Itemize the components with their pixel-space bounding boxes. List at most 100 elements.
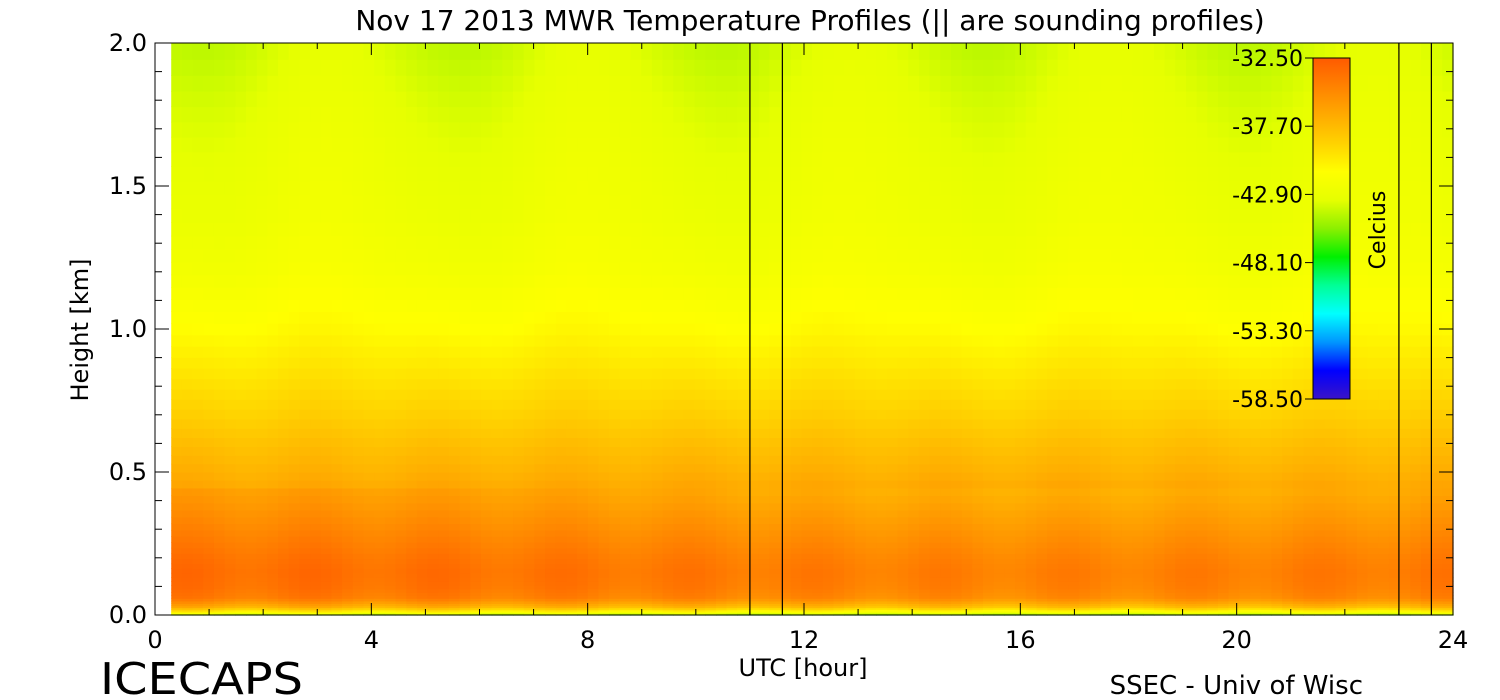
heatmap-cell: [192, 409, 204, 420]
heatmap-cell: [577, 600, 589, 604]
heatmap-cell: [609, 480, 621, 489]
heatmap-cell: [224, 261, 236, 276]
heatmap-cell: [267, 480, 279, 489]
heatmap-cell: [577, 151, 589, 167]
heatmap-cell: [331, 455, 343, 465]
heatmap-cell: [587, 334, 600, 347]
heatmap-cell: [758, 75, 770, 92]
heatmap-cell: [577, 502, 589, 511]
heatmap-cell: [662, 311, 674, 324]
heatmap-cell: [278, 613, 290, 615]
heatmap-cell: [908, 547, 920, 554]
heatmap-cell: [545, 151, 557, 167]
heatmap-cell: [619, 558, 632, 565]
heatmap-cell: [587, 607, 600, 610]
heatmap-cell: [278, 529, 290, 537]
heatmap-cell: [310, 428, 322, 439]
heatmap-cell: [748, 311, 760, 324]
heatmap-cell: [918, 409, 931, 420]
heatmap-cell: [299, 607, 311, 610]
heatmap-cell: [288, 609, 300, 612]
heatmap-cell: [203, 598, 215, 602]
heatmap-cell: [897, 600, 909, 604]
heatmap-cell: [256, 563, 268, 569]
heatmap-cell: [224, 311, 236, 324]
heatmap-cell: [876, 563, 888, 569]
heatmap-cell: [737, 235, 749, 250]
heatmap-cell: [886, 389, 899, 400]
heatmap-cell: [374, 323, 386, 336]
heatmap-cell: [897, 536, 909, 543]
heatmap-cell: [577, 495, 589, 504]
heatmap-cell: [715, 607, 728, 610]
heatmap-cell: [555, 409, 568, 420]
heatmap-cell: [427, 389, 439, 400]
heatmap-cell: [822, 446, 835, 456]
heatmap-cell: [886, 222, 899, 237]
heatmap-cell: [897, 455, 909, 465]
heatmap-cell: [780, 378, 792, 390]
heatmap-cell: [876, 121, 888, 138]
heatmap-cell: [630, 378, 642, 390]
heatmap-cell: [438, 487, 450, 497]
heatmap-cell: [577, 90, 589, 108]
heatmap-cell: [822, 592, 835, 596]
heatmap-cell: [566, 455, 578, 465]
heatmap-cell: [844, 495, 856, 504]
heatmap-cell: [416, 595, 429, 599]
heatmap-cell: [374, 378, 386, 390]
heatmap-cell: [395, 598, 407, 602]
heatmap-cell: [780, 274, 792, 288]
heatmap-cell: [235, 610, 247, 613]
heatmap-cell: [854, 547, 867, 554]
heatmap-cell: [288, 357, 300, 369]
heatmap-cell: [299, 509, 311, 518]
heatmap-cell: [886, 588, 899, 593]
heatmap-cell: [876, 600, 888, 604]
heatmap-cell: [384, 399, 397, 410]
heatmap-cell: [598, 603, 610, 607]
heatmap-cell: [171, 480, 183, 489]
heatmap-cell: [886, 509, 899, 518]
heatmap-cell: [694, 547, 706, 554]
heatmap-cell: [203, 43, 215, 60]
heatmap-cell: [748, 588, 760, 593]
heatmap-cell: [427, 59, 439, 76]
heatmap-cell: [523, 568, 535, 574]
heatmap-cell: [310, 572, 322, 578]
heatmap-cell: [213, 389, 226, 400]
heatmap-cell: [651, 367, 664, 380]
heatmap-cell: [790, 222, 803, 237]
heatmap-cell: [513, 248, 525, 263]
heatmap-cell: [395, 613, 407, 615]
heatmap-cell: [331, 299, 343, 312]
heatmap-cell: [448, 166, 461, 182]
heatmap-cell: [374, 581, 386, 586]
heatmap-cell: [192, 389, 204, 400]
heatmap-cell: [438, 577, 450, 582]
heatmap-cell: [780, 151, 792, 167]
heatmap-cell: [416, 480, 429, 489]
heatmap-cell: [502, 222, 514, 237]
heatmap-cell: [662, 480, 674, 489]
heatmap-cell: [438, 106, 450, 123]
heatmap-cell: [555, 563, 568, 569]
heatmap-cell: [342, 75, 354, 92]
heatmap-cell: [416, 558, 429, 565]
heatmap-cell: [171, 437, 183, 448]
heatmap-cell: [192, 194, 204, 210]
heatmap-cell: [192, 480, 204, 489]
heatmap-cell: [801, 75, 813, 92]
heatmap-cell: [374, 121, 386, 138]
heatmap-cell: [812, 418, 824, 429]
heatmap-cell: [363, 612, 375, 614]
heatmap-cell: [758, 311, 770, 324]
heatmap-cell: [587, 480, 600, 489]
heatmap-cell: [566, 323, 578, 336]
heatmap-cell: [310, 609, 322, 612]
heatmap-cell: [758, 610, 770, 613]
heatmap-cell: [630, 536, 642, 543]
heatmap-cell: [491, 605, 503, 609]
heatmap-cell: [897, 568, 909, 574]
heatmap-cell: [203, 428, 215, 439]
